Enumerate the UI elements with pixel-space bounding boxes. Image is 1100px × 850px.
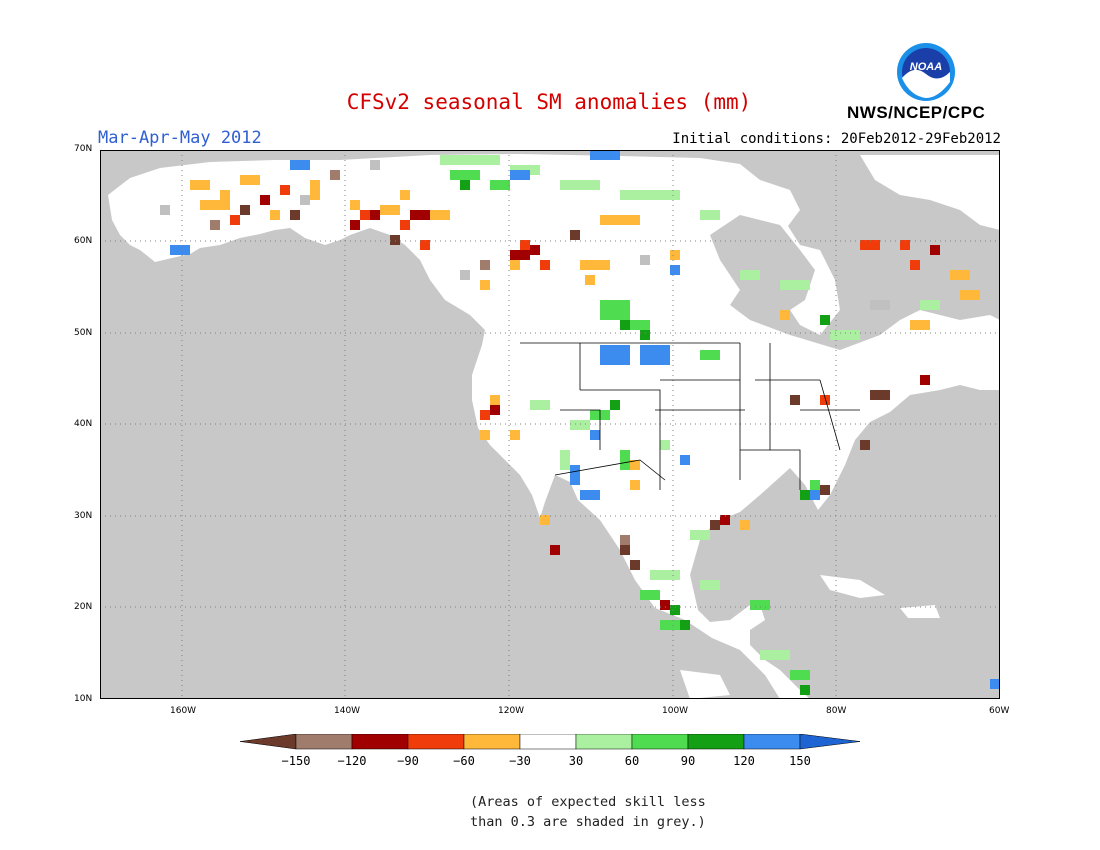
colorbar-swatch (519, 734, 577, 750)
colorbar-tick-label: 120 (733, 754, 755, 768)
lat-label-10n: 10N (74, 694, 93, 704)
colorbar-swatch (407, 734, 465, 750)
lon-label-140w: 140W (334, 706, 361, 716)
lon-label-120w: 120W (498, 706, 525, 716)
colorbar-arrow-high (799, 734, 860, 750)
colorbar-tick-label: 60 (625, 754, 639, 768)
colorbar-tick-label: −30 (509, 754, 531, 768)
agency-label: NWS/NCEP/CPC (847, 103, 986, 122)
colorbar-swatch (575, 734, 633, 750)
forecast-period: Mar-Apr-May 2012 (98, 128, 262, 148)
colorbar-tick-label: 30 (569, 754, 583, 768)
noaa-logo-icon: NOAA (897, 43, 955, 101)
lon-label-60w: 60W (989, 706, 1010, 716)
lat-label-50n: 50N (74, 328, 93, 338)
color-legend: −150 −120 −90 −60 −30 30 60 90 120 150 (240, 734, 860, 768)
colorbar-swatch (295, 734, 353, 750)
colorbar-tick-label: −150 (282, 754, 311, 768)
wet-anomalies (170, 150, 1000, 695)
colorbar-swatch (463, 734, 521, 750)
lat-label-70n: 70N (74, 144, 93, 154)
initial-conditions: Initial conditions: 20Feb2012-29Feb2012 (672, 131, 1001, 147)
map-title: CFSv2 seasonal SM anomalies (mm) (346, 90, 752, 114)
lon-label-160w: 160W (170, 706, 197, 716)
colorbar-tick-label: 90 (681, 754, 695, 768)
colorbar-swatch (631, 734, 689, 750)
colorbar-arrow-low (240, 734, 297, 750)
footnote-line-1: (Areas of expected skill less (470, 794, 706, 810)
lon-label-100w: 100W (662, 706, 689, 716)
svg-text:NOAA: NOAA (910, 61, 942, 73)
colorbar-tick-label: −120 (338, 754, 367, 768)
lat-label-60n: 60N (74, 236, 93, 246)
colorbar-swatch (743, 734, 801, 750)
colorbar-tick-label: −90 (397, 754, 419, 768)
lon-label-80w: 80W (826, 706, 847, 716)
colorbar-tick-label: −60 (453, 754, 475, 768)
skill-footnote: (Areas of expected skill less than 0.3 a… (470, 792, 730, 832)
colorbar-swatch (687, 734, 745, 750)
footnote-line-2: than 0.3 are shaded in grey.) (470, 814, 706, 830)
dry-anomalies (190, 170, 980, 610)
colorbar-tick-label: 150 (789, 754, 811, 768)
lat-label-20n: 20N (74, 602, 93, 612)
soil-moisture-map (100, 150, 1000, 699)
lat-label-40n: 40N (74, 419, 93, 429)
lat-label-30n: 30N (74, 511, 93, 521)
colorbar-swatch (351, 734, 409, 750)
